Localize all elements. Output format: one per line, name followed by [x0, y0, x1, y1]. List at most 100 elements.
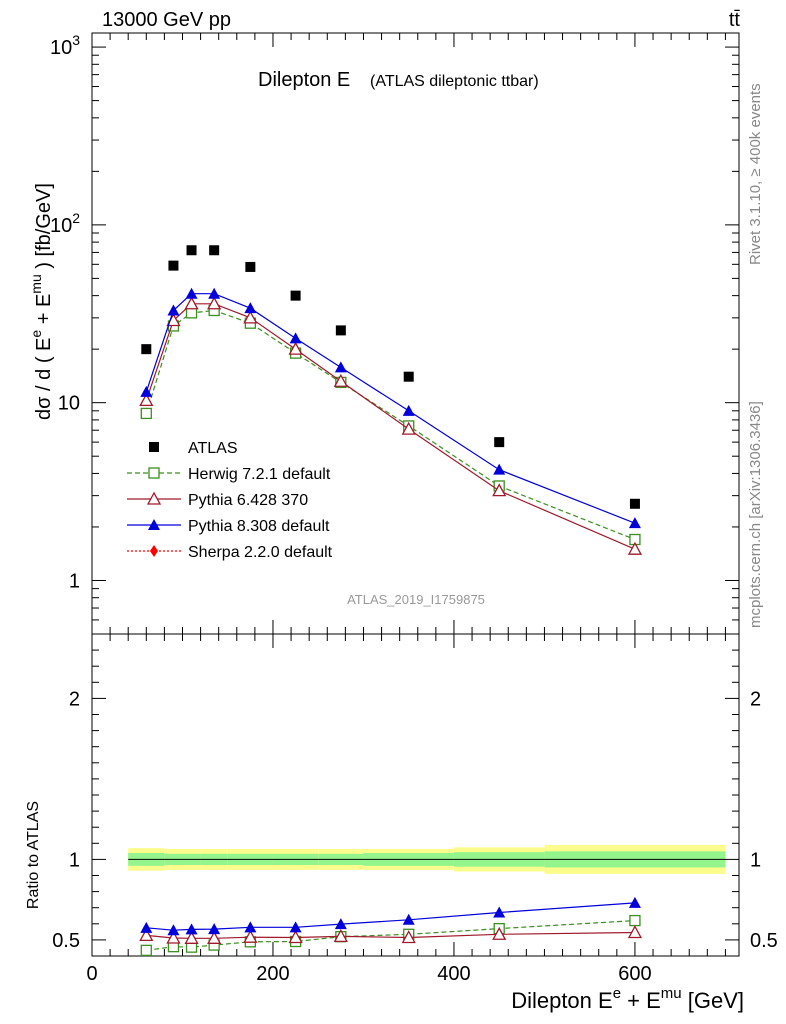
ratio-series-layer	[139, 896, 643, 957]
ratio-pythia-line	[146, 931, 635, 939]
main-pythia-line	[145, 293, 636, 524]
ratio-y-tick-label: 2	[69, 688, 80, 710]
main-atlas-point	[168, 260, 179, 271]
ratio-pythia-point	[334, 918, 347, 930]
chart-subtitle: (ATLAS dileptonic ttbar)	[370, 73, 539, 90]
ratio-panel: 0.5 0.5 1 1 2 2 0 200 400 600 Ratio to ATLAS Dile…	[25, 633, 778, 1013]
analysis-watermark: ATLAS_2019_I1759875	[347, 592, 485, 607]
main-pythia-point	[185, 287, 198, 299]
x-tick-label: 0	[86, 963, 97, 985]
legend-label: Pythia 6.428 370	[188, 492, 308, 509]
main-herwig-line	[145, 309, 636, 541]
main-pythia-point	[243, 310, 258, 324]
ratio-pythia-point	[140, 921, 153, 933]
main-pythia-line	[145, 303, 636, 550]
legend-marker	[146, 491, 162, 505]
main-pythia-point	[184, 296, 199, 310]
main-atlas-point	[290, 290, 301, 301]
main-pythia-point	[402, 404, 415, 416]
ratio-y-tick-label: 0.5	[52, 930, 80, 952]
ratio-pythia-point	[139, 928, 154, 942]
main-axis-ticks: 1 10 102 103	[50, 32, 739, 635]
main-atlas-point	[629, 498, 640, 509]
main-pythia-point	[208, 287, 221, 299]
main-atlas-point	[335, 325, 346, 336]
chart-title: Dilepton E	[258, 69, 350, 91]
main-pythia-point	[401, 421, 416, 435]
main-atlas-point	[494, 437, 505, 448]
main-pythia-point	[140, 385, 153, 397]
rivet-label: Rivet 3.1.10, ≥ 400k events	[747, 83, 764, 265]
ratio-pythia-point	[493, 906, 506, 918]
ratio-pythia-point	[184, 930, 199, 944]
ratio-herwig-line	[146, 920, 635, 951]
y-axis-label: dσ / d ( Ee + Emu ) [fb/GeV]	[28, 183, 55, 420]
main-atlas-point	[186, 245, 197, 256]
mcplots-label: mcplots.cern.ch [arXiv:1306.3436]	[747, 401, 764, 628]
ratio-pythia-point	[166, 930, 181, 944]
main-pythia-point	[244, 302, 257, 314]
main-atlas-point	[403, 371, 414, 382]
ratio-pythia-point	[402, 913, 415, 925]
ratio-pythia-point	[207, 930, 222, 944]
ratio-frame	[91, 633, 740, 957]
main-atlas-point	[141, 344, 152, 355]
ratio-pythia-point	[333, 929, 348, 943]
ratio-y-axis-label: Ratio to ATLAS	[25, 801, 42, 909]
ratio-pythia-point	[243, 929, 258, 943]
legend-label: ATLAS	[188, 440, 238, 457]
x-tick-label: 600	[618, 963, 651, 985]
legend-marker	[149, 442, 159, 452]
ratio-pythia-point	[288, 930, 303, 944]
ratio-pythia-point	[289, 921, 302, 933]
process-label: tt̄	[729, 9, 741, 31]
legend-label: Sherpa 2.2.0 default	[188, 544, 333, 561]
main-atlas-point	[245, 261, 256, 272]
ratio-y-tick-label-right: 2	[750, 688, 761, 710]
y-tick-label: 10	[58, 393, 80, 415]
ratio-pythia-line	[146, 902, 635, 931]
energy-label: 13000 GeV pp	[102, 9, 231, 31]
y-tick-label: 1	[69, 570, 80, 592]
legend-label: Herwig 7.2.1 default	[188, 466, 331, 483]
y-tick-label: 103	[50, 32, 80, 59]
main-series-layer	[139, 245, 643, 555]
legend-marker	[148, 467, 160, 479]
ratio-pythia-point	[167, 924, 180, 936]
main-panel: 1 10 102 103 Dilepton E (ATLAS dileptonic t…	[28, 32, 740, 635]
ratio-y-tick-label-right: 0.5	[750, 930, 778, 952]
ratio-pythia-point	[244, 921, 257, 933]
main-pythia-point	[288, 341, 303, 355]
x-tick-label: 200	[256, 963, 289, 985]
legend-marker	[148, 519, 160, 530]
x-axis-label: Dilepton Ee + Emu [GeV]	[511, 985, 744, 1013]
legend: ATLAS Herwig 7.2.1 default Pythia 6.428 37…	[127, 440, 333, 561]
ratio-pythia-point	[627, 925, 643, 939]
main-pythia-point	[139, 393, 154, 407]
ratio-herwig-point	[629, 914, 641, 927]
ratio-pythia-point	[185, 923, 198, 935]
ratio-y-tick-label-right: 1	[750, 849, 761, 871]
ratio-pythia-point	[492, 926, 507, 940]
main-pythia-point	[289, 332, 302, 344]
main-pythia-point	[333, 373, 348, 387]
legend-label: Pythia 8.308 default	[188, 518, 330, 535]
main-pythia-point	[207, 296, 222, 310]
ratio-pythia-point	[628, 896, 641, 908]
ratio-axis-ticks: 0.5 0.5 1 1 2 2 0 200 400 600	[52, 633, 778, 985]
main-pythia-point	[334, 361, 347, 373]
y-tick-label: 102	[50, 210, 80, 237]
ratio-y-tick-label: 1	[69, 849, 80, 871]
main-pythia-point	[628, 517, 641, 529]
legend-marker	[150, 545, 158, 557]
main-pythia-point	[167, 304, 180, 316]
main-herwig-point	[140, 407, 152, 420]
ratio-pythia-point	[401, 930, 416, 944]
main-pythia-point	[493, 463, 506, 475]
main-pythia-point	[492, 483, 507, 497]
main-atlas-point	[209, 245, 220, 256]
ratio-pythia-point	[208, 923, 221, 935]
x-tick-label: 400	[437, 963, 470, 985]
ratio-herwig-point	[140, 944, 152, 957]
